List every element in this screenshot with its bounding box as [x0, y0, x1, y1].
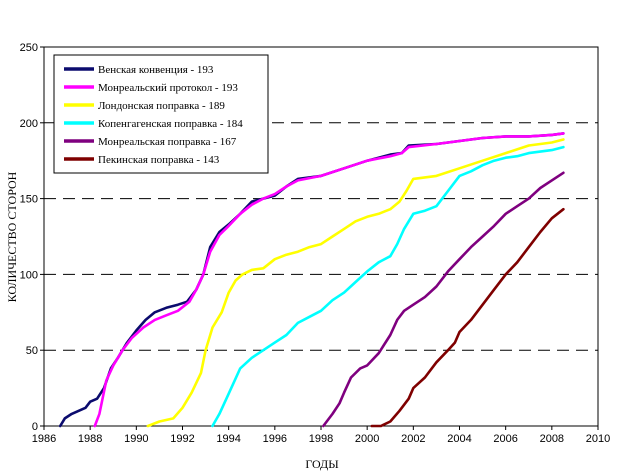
- y-tick-label-50: 50: [26, 345, 38, 357]
- x-tick-label-1988: 1988: [78, 433, 102, 445]
- y-axis-label: КОЛИЧЕСТВО СТОРОН: [5, 171, 19, 302]
- series-line-5: [322, 171, 565, 428]
- x-axis-label: ГОДЫ: [305, 457, 339, 471]
- legend-box: [53, 54, 269, 174]
- x-tick-label-2008: 2008: [540, 433, 564, 445]
- series-line-6: [370, 207, 565, 428]
- x-tick-label-1996: 1996: [263, 433, 287, 445]
- legend: Венская конвенция - 193 Монреальский прот…: [53, 54, 269, 174]
- x-tick-label-2002: 2002: [401, 433, 425, 445]
- series-line-2: [93, 132, 565, 428]
- y-tick-label-150: 150: [20, 194, 38, 206]
- y-tick-labels: 0 50 100 150 200 250: [20, 42, 44, 433]
- x-tick-labels: 1986 1988 1990 1992 1994 1996 1998 2000 2002 2004…: [32, 426, 610, 445]
- x-tick-label-2000: 2000: [355, 433, 379, 445]
- x-tick-label-2006: 2006: [493, 433, 517, 445]
- x-tick-label-1990: 1990: [124, 433, 148, 445]
- legend-label-4: Копенгагенская поправка - 184: [98, 118, 243, 130]
- legend-label-5: Монреальская поправка - 167: [98, 136, 237, 148]
- x-tick-label-1998: 1998: [309, 433, 333, 445]
- legend-label-6: Пекинская поправка - 143: [98, 154, 220, 166]
- y-tick-label-200: 200: [20, 118, 38, 130]
- x-tick-label-2004: 2004: [447, 433, 471, 445]
- legend-label-3: Лондонская поправка - 189: [98, 100, 225, 112]
- series-line-4: [211, 145, 565, 428]
- series-line-3: [146, 138, 565, 428]
- legend-label-1: Венская конвенция - 193: [98, 64, 214, 76]
- x-tick-label-1986: 1986: [32, 433, 56, 445]
- y-tick-label-100: 100: [20, 269, 38, 281]
- x-tick-label-1994: 1994: [216, 433, 240, 445]
- x-tick-label-1992: 1992: [170, 433, 194, 445]
- series-lines: [58, 132, 565, 428]
- y-tick-label-0: 0: [32, 421, 38, 433]
- x-tick-label-2010: 2010: [586, 433, 610, 445]
- legend-label-2: Монреальский протокол - 193: [98, 82, 238, 94]
- y-tick-label-250: 250: [20, 42, 38, 54]
